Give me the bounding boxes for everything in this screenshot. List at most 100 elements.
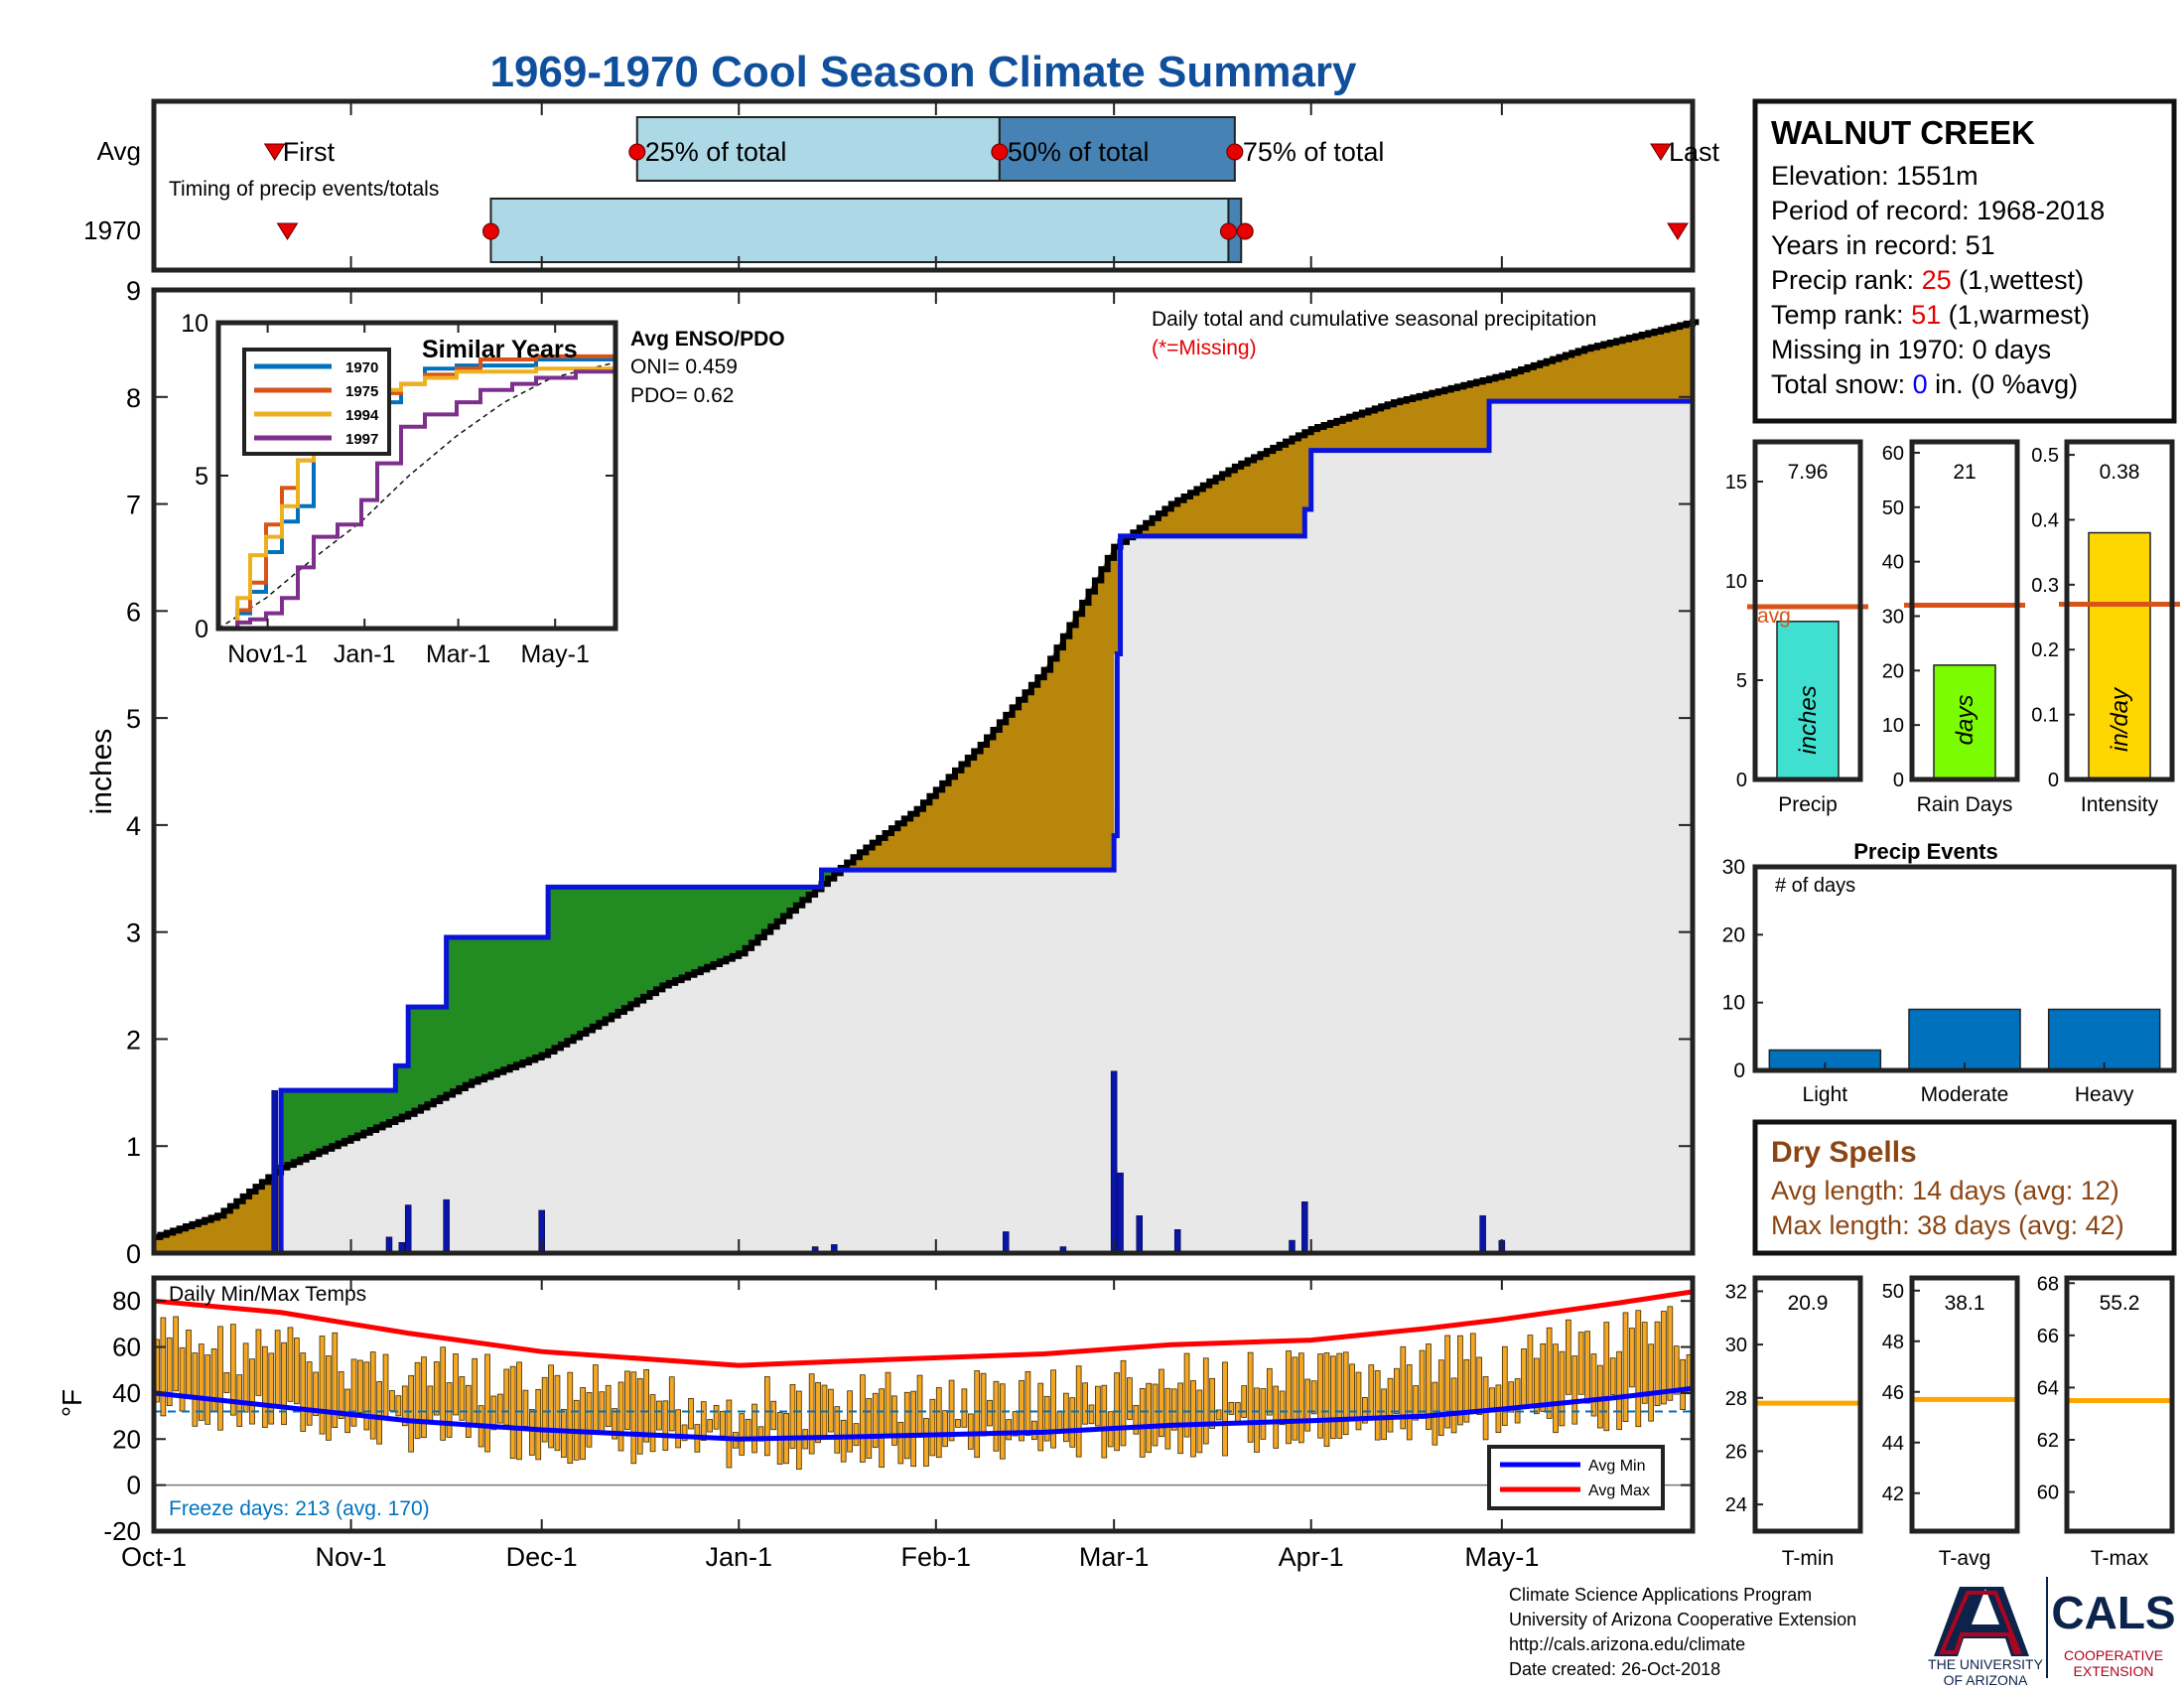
precip-y-tick-label: 3 [126, 918, 141, 948]
daily-temp-bar [1616, 1350, 1622, 1431]
daily-temp-bar [1489, 1387, 1495, 1410]
dry-spells-max: Max length: 38 days (avg: 42) [1771, 1210, 2124, 1240]
daily-temp-bar [541, 1376, 548, 1443]
daily-temp-bar [630, 1371, 637, 1465]
summary-y-tick-label: 50 [1882, 497, 1904, 519]
daily-temp-bar [1310, 1380, 1317, 1415]
avg-cumulative-line [154, 319, 1700, 1240]
summary-y-tick-label: 0 [2048, 770, 2059, 791]
precip-y-tick-label: 1 [126, 1132, 141, 1162]
temp-summary-panels: 24 26 28 30 32 20.9 T-min 42 44 46 48 50 38.1 T-avg 60… [1725, 1273, 2175, 1570]
summary-panel-frame [1909, 439, 2020, 782]
summary-avg-label: avg [1757, 605, 1791, 628]
daily-temp-bar [1292, 1356, 1298, 1441]
daily-temp-bar [974, 1370, 981, 1459]
daily-temp-bar [1566, 1319, 1571, 1395]
daily-temp-bar [1190, 1380, 1196, 1458]
summary-y-tick-label: 15 [1725, 472, 1747, 494]
enso-oni: ONI= 0.459 [630, 355, 738, 378]
daily-temp-bar [382, 1353, 389, 1419]
temps-y-tick-label: 80 [112, 1286, 141, 1316]
daily-temp-bar [1196, 1389, 1203, 1454]
daily-temp-bar [675, 1409, 682, 1449]
summary-y-tick-label: 0.2 [2031, 639, 2059, 661]
daily-temp-bar [446, 1382, 453, 1438]
daily-temp-bar [490, 1395, 497, 1431]
inset-legend: 1970 1975 1994 1997 [242, 348, 391, 456]
daily-temp-bar [192, 1352, 199, 1427]
summary-value-label: 21 [1953, 461, 1976, 484]
daily-temp-bar [395, 1395, 402, 1417]
daily-temp-bar [369, 1351, 376, 1440]
temps-y-axis-label: °F [57, 1389, 87, 1417]
avg-min-line [153, 1385, 1694, 1442]
daily-temp-bar [1463, 1358, 1470, 1423]
precip-events-category-label: Moderate [1921, 1083, 2009, 1106]
timing-avg-first-marker [263, 143, 286, 161]
temps-frame [151, 1275, 1696, 1534]
precip-events-ylabel: # of days [1775, 875, 1855, 897]
daily-temp-bar [453, 1353, 459, 1416]
temp-summary-category-label: T-min [1782, 1547, 1835, 1570]
station-temp-rank: Temp rank: 51 (1,warmest) [1771, 300, 2090, 330]
daily-temp-bar [433, 1361, 440, 1416]
temp-summary-panel-t-avg: 42 44 46 48 50 38.1 T-avg [1882, 1275, 2020, 1570]
precip-y-tick-label: 0 [126, 1239, 141, 1269]
temps-x-tick-label: Mar-1 [1079, 1542, 1150, 1572]
summary-y-tick-label: 0.4 [2031, 509, 2059, 531]
ua-name-line-2: OF ARIZONA [1944, 1672, 2028, 1688]
daily-temp-bar [1654, 1321, 1661, 1406]
daily-temp-bar [554, 1374, 561, 1452]
temp-summary-y-tick-label: 32 [1725, 1281, 1747, 1303]
timing-avg-bar-25-50 [635, 116, 1001, 182]
temp-summary-category-label: T-max [2091, 1547, 2149, 1570]
daily-temp-bar [1120, 1359, 1127, 1447]
temp-summary-y-tick-label: 66 [2037, 1326, 2059, 1347]
daily-temp-bar [1590, 1353, 1597, 1417]
inset-avg-curve [217, 361, 616, 630]
timing-subtitle: Timing of precip events/totals [169, 178, 439, 201]
inset-y-tick-label: 0 [195, 616, 208, 643]
summary-y-tick-label: 0.3 [2031, 575, 2059, 597]
precip-events-y-tick-label: 0 [1733, 1059, 1745, 1082]
precip-y-tick-label: 8 [126, 383, 141, 413]
daily-temp-bar [1286, 1350, 1292, 1445]
daily-temp-bar [961, 1388, 968, 1428]
daily-temp-bar [1336, 1352, 1343, 1439]
daily-temp-bar [860, 1374, 866, 1463]
daily-temp-bar [1457, 1335, 1463, 1426]
summary-panel-frame [2064, 439, 2175, 782]
station-missing: Missing in 1970: 0 days [1771, 335, 2051, 364]
daily-temp-bar [1673, 1345, 1680, 1395]
daily-temp-bar [1540, 1342, 1547, 1412]
temp-summary-value-label: 55.2 [2100, 1292, 2140, 1315]
daily-temp-bar [700, 1401, 707, 1442]
cals-logo-text: CALS [2051, 1587, 2175, 1638]
station-elevation: Elevation: 1551m [1771, 161, 1979, 191]
daily-temp-bar [1006, 1419, 1013, 1441]
daily-temp-bar [770, 1400, 777, 1431]
daily-temp-bar [586, 1392, 593, 1448]
daily-temp-bar [1139, 1387, 1146, 1458]
daily-temp-bar [1641, 1322, 1648, 1404]
daily-temp-bar [1279, 1390, 1286, 1426]
daily-temp-bar [1400, 1345, 1407, 1430]
station-info-box: WALNUT CREEK Elevation: 1551m Period of … [1752, 98, 2177, 424]
daily-temp-bar [268, 1352, 275, 1425]
station-name: WALNUT CREEK [1771, 114, 2035, 151]
daily-precip-bar [271, 1089, 278, 1254]
daily-temp-bar [1050, 1369, 1056, 1449]
daily-temp-bar [1317, 1353, 1323, 1439]
temp-summary-bg [1912, 1278, 2017, 1531]
temps-y-tick-label: 60 [112, 1333, 141, 1362]
daily-temp-bar [535, 1388, 542, 1461]
daily-temp-bar [593, 1364, 599, 1434]
precip-y-tick-label: 7 [126, 491, 141, 520]
inset-series-1997 [218, 368, 617, 631]
daily-temp-bar [1546, 1327, 1553, 1419]
summary-y-tick-label: 0 [1893, 770, 1904, 791]
daily-temp-bar [338, 1371, 344, 1419]
footer-line-3: http://cals.arizona.edu/climate [1509, 1634, 1745, 1654]
daily-temp-bar [319, 1336, 326, 1435]
daily-temp-bar [1063, 1392, 1069, 1443]
